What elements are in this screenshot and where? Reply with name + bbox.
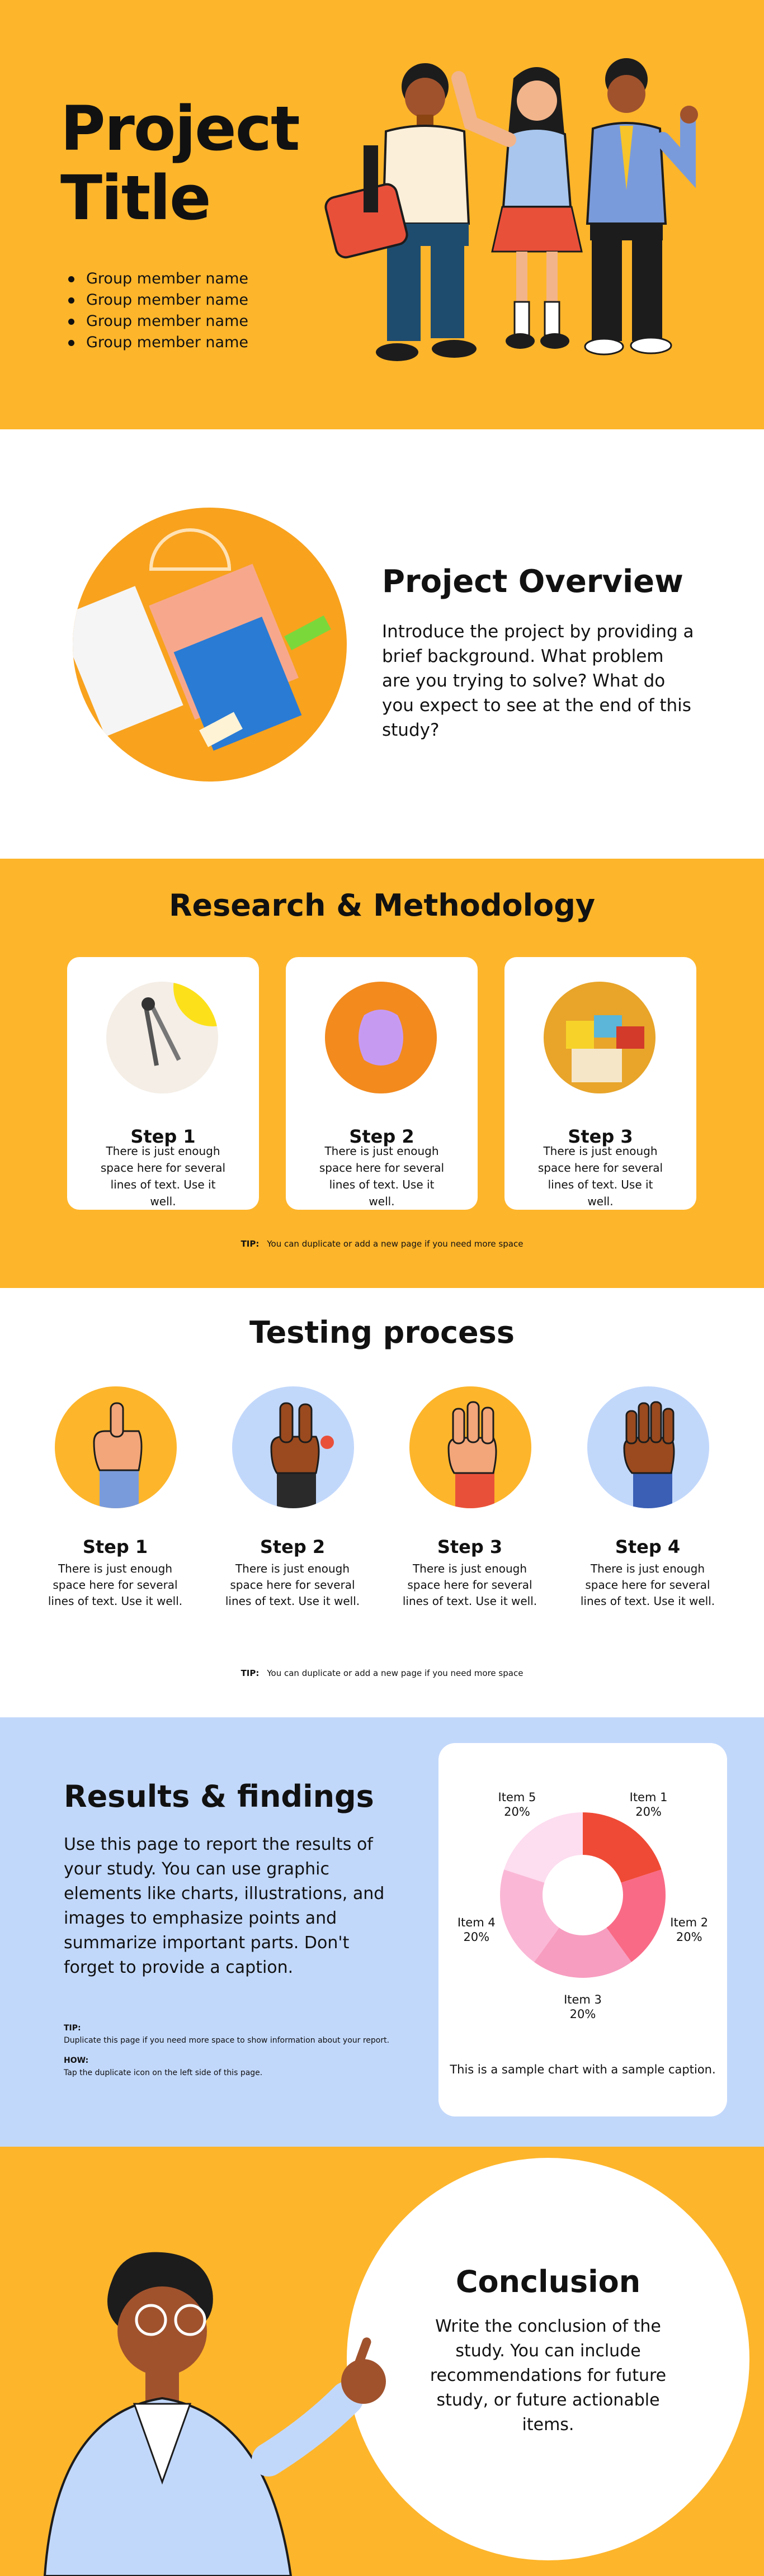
overview-text: Introduce the project by providing a bri… <box>382 622 694 740</box>
results-section: Results & findings Use this page to repo… <box>0 1717 764 2147</box>
tip-text: You can duplicate or add a new page if y… <box>267 1239 524 1249</box>
step-text: There is just enough space here for seve… <box>319 1144 445 1208</box>
step-text: There is just enough space here for seve… <box>100 1144 226 1208</box>
results-tip-text: Duplicate this page if you need more spa… <box>64 2036 390 2045</box>
research-card-3: Step 3 There is just enough space here f… <box>504 957 696 1210</box>
slice-value-label: 20% <box>570 2007 596 2021</box>
step-label: Step 1 <box>82 1536 148 1557</box>
member-name: Group member name <box>68 311 248 332</box>
student-left <box>324 63 477 361</box>
student-middle <box>451 67 583 349</box>
eraser-photo <box>325 982 437 1093</box>
project-title: Project Title <box>60 93 300 234</box>
results-how-text: Tap the duplicate icon on the left side … <box>64 2068 263 2077</box>
compass-photo <box>106 982 218 1093</box>
slice-label: Item 2 <box>670 1916 708 1929</box>
step-text: There is just enough space here for seve… <box>580 1562 715 1608</box>
conclusion-text: Write the conclusion of the study. You c… <box>430 2317 667 2435</box>
students-illustration <box>324 58 698 361</box>
slice-label: Item 3 <box>564 1993 602 2006</box>
member-name: Group member name <box>68 290 248 311</box>
member-name: Group member name <box>68 268 248 290</box>
research-tip: TIP: You can duplicate or add a new page … <box>0 1239 764 1249</box>
donut-slice <box>504 1812 583 1883</box>
step-text: There is just enough space here for seve… <box>537 1144 663 1208</box>
tip-text: You can duplicate or add a new page if y… <box>267 1668 524 1678</box>
slice-value-label: 20% <box>463 1930 489 1944</box>
testing-section: Testing process Step 1 There is just eno… <box>0 1288 764 1717</box>
slice-value-label: 20% <box>635 1805 662 1819</box>
conclusion-title: Conclusion <box>455 2264 641 2299</box>
hero-section: Project Title Group member name Group me… <box>0 0 764 429</box>
step-label: Step 3 <box>437 1536 503 1557</box>
research-card-2: Step 2 There is just enough space here f… <box>286 957 478 1210</box>
chart-caption: This is a sample chart with a sample cap… <box>450 2063 716 2076</box>
student-right <box>584 58 698 356</box>
teacher-illustration <box>43 2252 386 2576</box>
step-label: Step 4 <box>615 1536 681 1557</box>
slice-label: Item 5 <box>498 1791 536 1804</box>
slice-label: Item 4 <box>458 1916 496 1929</box>
member-list: Group member name Group member name Grou… <box>68 268 248 353</box>
research-section: Research & Methodology Step 1 There is j… <box>0 859 764 1288</box>
tip-label: TIP: <box>240 1239 260 1249</box>
slice-value-label: 20% <box>676 1930 702 1944</box>
research-title: Research & Methodology <box>168 888 596 923</box>
step-label: Step 3 <box>568 1126 633 1147</box>
donut-slice <box>583 1812 662 1883</box>
one-finger-hand-icon <box>55 1386 177 1508</box>
step-text: There is just enough space here for seve… <box>402 1562 537 1608</box>
research-card-1: Step 1 There is just enough space here f… <box>67 957 259 1210</box>
donut-slice <box>606 1869 666 1962</box>
three-finger-hand-icon <box>409 1386 531 1508</box>
donut-slice <box>534 1928 631 1978</box>
conclusion-section: Conclusion Write the conclusion of the s… <box>0 2147 764 2576</box>
step-text: There is just enough space here for seve… <box>48 1562 183 1608</box>
results-how-label: HOW: <box>64 2056 89 2065</box>
donut-chart: Item 120%Item 220%Item 320%Item 420%Item… <box>458 1791 708 2021</box>
step-label: Step 2 <box>260 1536 326 1557</box>
slice-label: Item 1 <box>630 1791 668 1804</box>
results-title: Results & findings <box>64 1779 374 1814</box>
step-text: There is just enough space here for seve… <box>225 1562 360 1608</box>
results-tip-label: TIP: <box>64 2024 81 2033</box>
tip-label: TIP: <box>240 1668 260 1678</box>
chart-card: Item 1 20% Item 2 20% Item 3 20% Item 4 20% Item… <box>438 1743 727 2116</box>
step-label: Step 1 <box>130 1126 196 1147</box>
blocks-photo <box>544 982 655 1093</box>
testing-tip: TIP: You can duplicate or add a new page … <box>0 1668 764 1678</box>
member-name: Group member name <box>68 332 248 353</box>
results-text: Use this page to report the results of y… <box>64 1835 385 1977</box>
slice-value-label: 20% <box>504 1805 530 1819</box>
four-finger-hand-icon <box>587 1386 709 1508</box>
conclusion-circle <box>347 2158 749 2560</box>
step-label: Step 2 <box>349 1126 414 1147</box>
donut-slice <box>500 1869 559 1962</box>
testing-title: Testing process <box>249 1315 515 1350</box>
overview-section: Project Overview Introduce the project b… <box>0 429 764 859</box>
overview-title: Project Overview <box>382 564 683 600</box>
two-finger-hand-icon <box>232 1386 354 1508</box>
stationery-photo <box>73 508 347 782</box>
